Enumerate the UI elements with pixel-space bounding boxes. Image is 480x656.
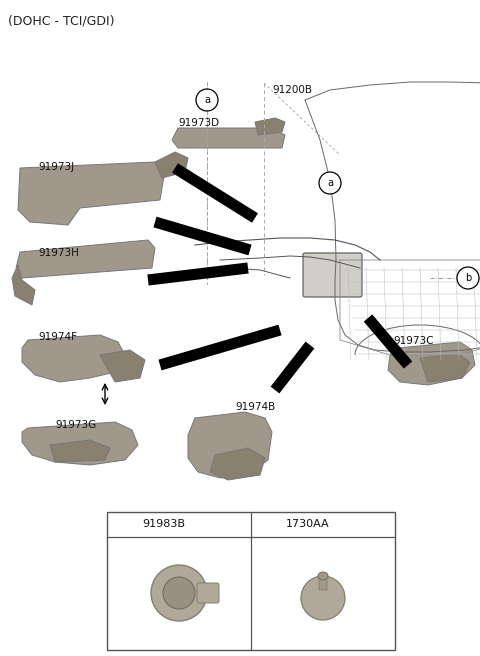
Text: b: b: [465, 273, 471, 283]
Polygon shape: [12, 265, 35, 305]
Circle shape: [319, 172, 341, 194]
FancyBboxPatch shape: [319, 574, 327, 590]
Text: b: b: [266, 519, 272, 529]
Polygon shape: [18, 162, 165, 225]
Text: 91973C: 91973C: [393, 336, 433, 346]
Text: 91974F: 91974F: [38, 332, 77, 342]
Polygon shape: [16, 240, 155, 278]
Circle shape: [115, 514, 135, 534]
Polygon shape: [172, 128, 285, 148]
Circle shape: [457, 267, 479, 289]
Text: 91200B: 91200B: [272, 85, 312, 95]
FancyBboxPatch shape: [303, 253, 362, 297]
Text: 91973G: 91973G: [55, 420, 96, 430]
Polygon shape: [388, 342, 475, 385]
Text: 91973J: 91973J: [38, 162, 74, 172]
Text: 1730AA: 1730AA: [286, 519, 330, 529]
Circle shape: [259, 514, 279, 534]
Text: 91973H: 91973H: [38, 248, 79, 258]
Text: 91974B: 91974B: [235, 402, 275, 412]
Polygon shape: [22, 335, 125, 382]
FancyBboxPatch shape: [107, 512, 395, 650]
Polygon shape: [50, 440, 110, 462]
Polygon shape: [22, 422, 138, 465]
Polygon shape: [188, 412, 272, 478]
Circle shape: [151, 565, 207, 621]
Text: (DOHC - TCI/GDI): (DOHC - TCI/GDI): [8, 14, 115, 27]
Text: a: a: [327, 178, 333, 188]
Circle shape: [301, 576, 345, 620]
Polygon shape: [100, 350, 145, 382]
Polygon shape: [155, 152, 188, 178]
Ellipse shape: [318, 572, 328, 580]
Text: 91973D: 91973D: [178, 118, 219, 128]
Text: a: a: [122, 519, 128, 529]
Polygon shape: [210, 448, 265, 480]
Text: 91983B: 91983B: [142, 519, 185, 529]
Polygon shape: [420, 354, 470, 382]
Polygon shape: [255, 118, 285, 135]
Text: a: a: [204, 95, 210, 105]
FancyBboxPatch shape: [197, 583, 219, 603]
Circle shape: [196, 89, 218, 111]
Circle shape: [163, 577, 195, 609]
